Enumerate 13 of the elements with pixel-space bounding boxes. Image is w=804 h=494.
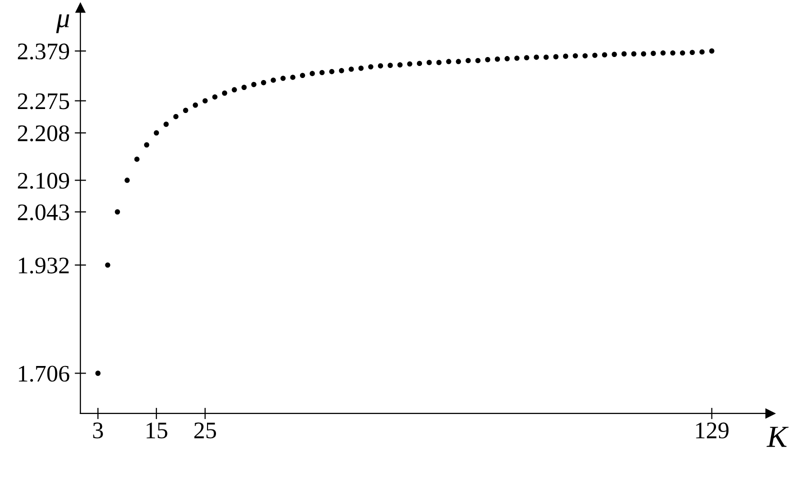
y-axis-title: μ bbox=[56, 14, 70, 34]
y-tick-label: 2.109 bbox=[18, 172, 70, 189]
x-tick-label: 25 bbox=[194, 422, 216, 438]
y-tick-label: 2.208 bbox=[18, 125, 70, 142]
y-tick-label: 1.706 bbox=[18, 366, 70, 382]
y-tick-label: 1.932 bbox=[18, 258, 69, 274]
y-tick-label: 2.043 bbox=[18, 204, 70, 220]
y-tick-label: 2.379 bbox=[18, 44, 70, 60]
x-axis-title: K bbox=[766, 426, 789, 447]
x-tick-label: 129 bbox=[696, 422, 729, 438]
y-tick-label: 2.275 bbox=[18, 93, 70, 110]
x-tick-label: 3 bbox=[93, 422, 103, 438]
x-tick-label: 15 bbox=[146, 422, 168, 438]
